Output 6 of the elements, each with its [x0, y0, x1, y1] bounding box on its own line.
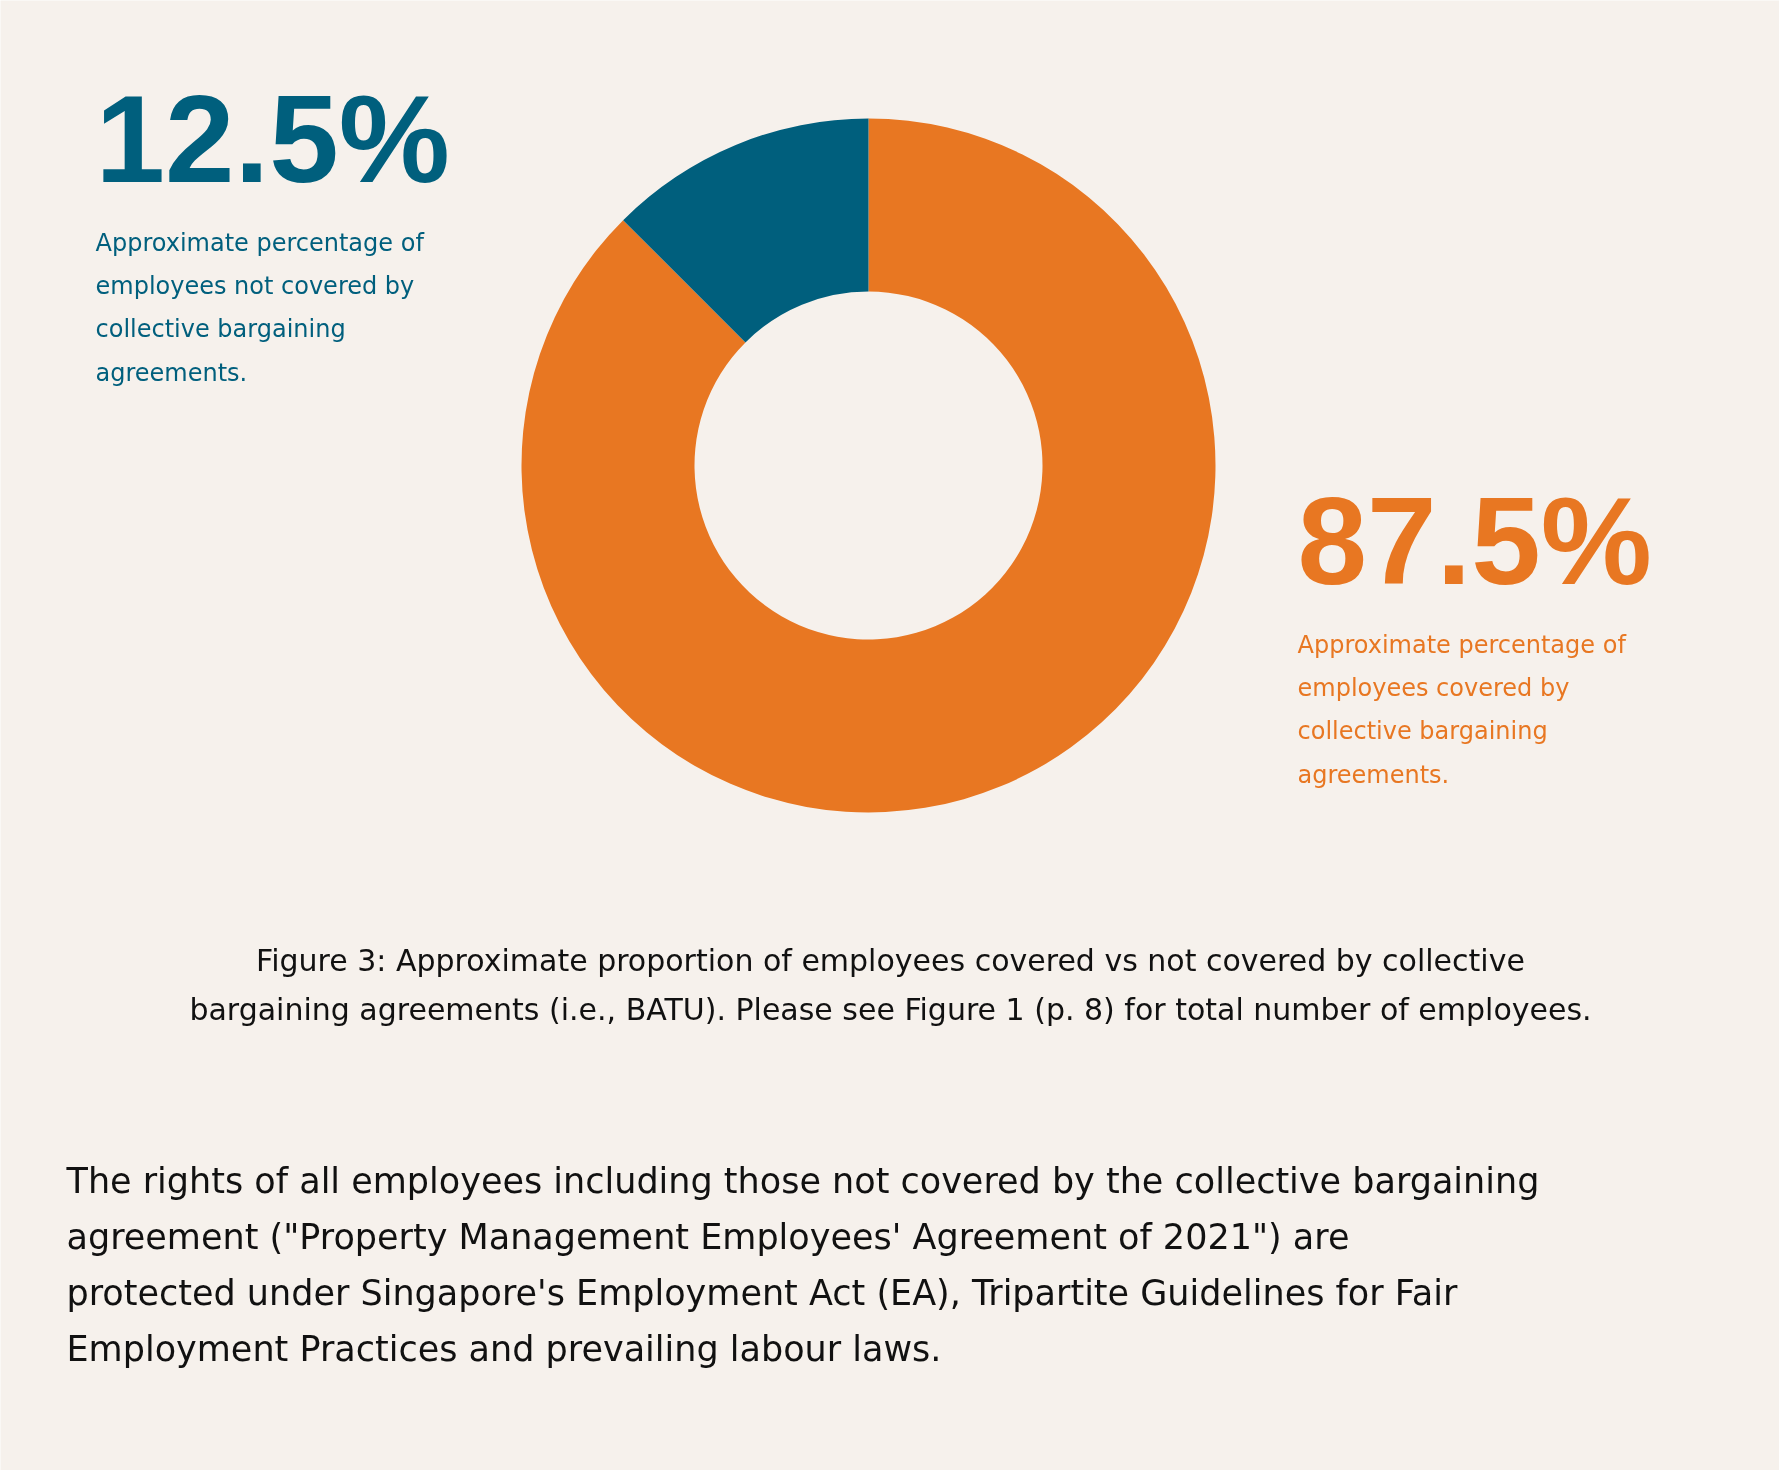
- slice-label: Approximate percentage of employees covered by collective bargaining agreements.: [1297, 630, 1627, 789]
- text: The rights of all employees including those not covered by the collective bargaining agreement ("Property Management Employees' Agreement of 2021") are protected under Singapore's Employment Act (EA), Tripartite Guidelines for Fair Employment Practices and prevailing labour laws.: [65, 1160, 1540, 1369]
- data-label: 12.5%: [95, 68, 450, 208]
- slice-label: Approximate percentage of employees not covered by collective bargaining agreements.: [95, 228, 425, 387]
- data-label: 87.5%: [1297, 470, 1652, 610]
- caption: Figure 3: Approximate proportion of employees covered vs not covered by collective bargaining agreements (i.e., BATU). Please see Figure 1 (p. 8) for total number of employees.: [189, 942, 1592, 1027]
